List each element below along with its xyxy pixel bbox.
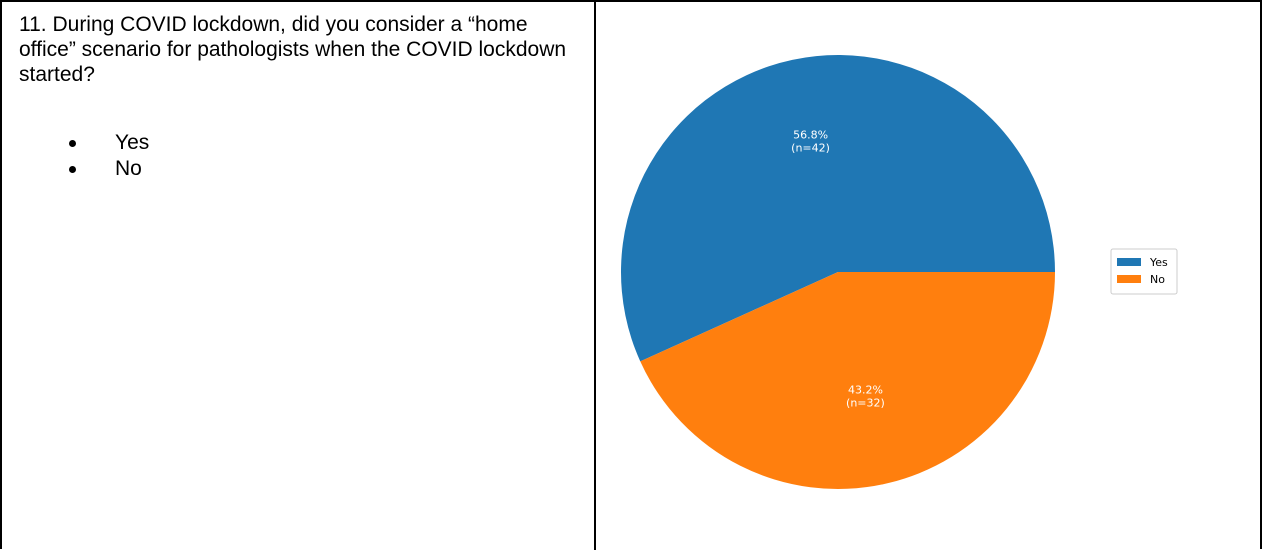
option-no: No [19,156,149,182]
chart-cell: 56.8% (n=42) 43.2% (n=32) Yes No [596,2,1260,550]
bullet-icon [69,166,76,173]
column-divider [594,0,596,550]
question-text: 11. During COVID lockdown, did you consi… [19,13,567,86]
option-label: No [115,157,142,180]
pie-chart: 56.8% (n=42) 43.2% (n=32) Yes No [621,55,1178,490]
option-yes: Yes [19,130,149,156]
bullet-icon [69,140,76,147]
pie-slice-yes [621,55,1055,362]
legend-swatch-no [1117,275,1141,283]
option-label: Yes [115,131,150,154]
legend-label-no: No [1150,273,1165,286]
question-cell: 11. During COVID lockdown, did you consi… [2,2,594,550]
pie-slice-no [640,272,1055,490]
legend-label-yes: Yes [1149,256,1168,269]
legend-swatch-yes [1117,258,1141,266]
legend: Yes No [1110,248,1178,295]
slice-label-yes: 56.8% (n=42) [791,129,830,155]
answer-options: Yes No [19,130,149,182]
slice-label-no: 43.2% (n=32) [846,383,885,409]
